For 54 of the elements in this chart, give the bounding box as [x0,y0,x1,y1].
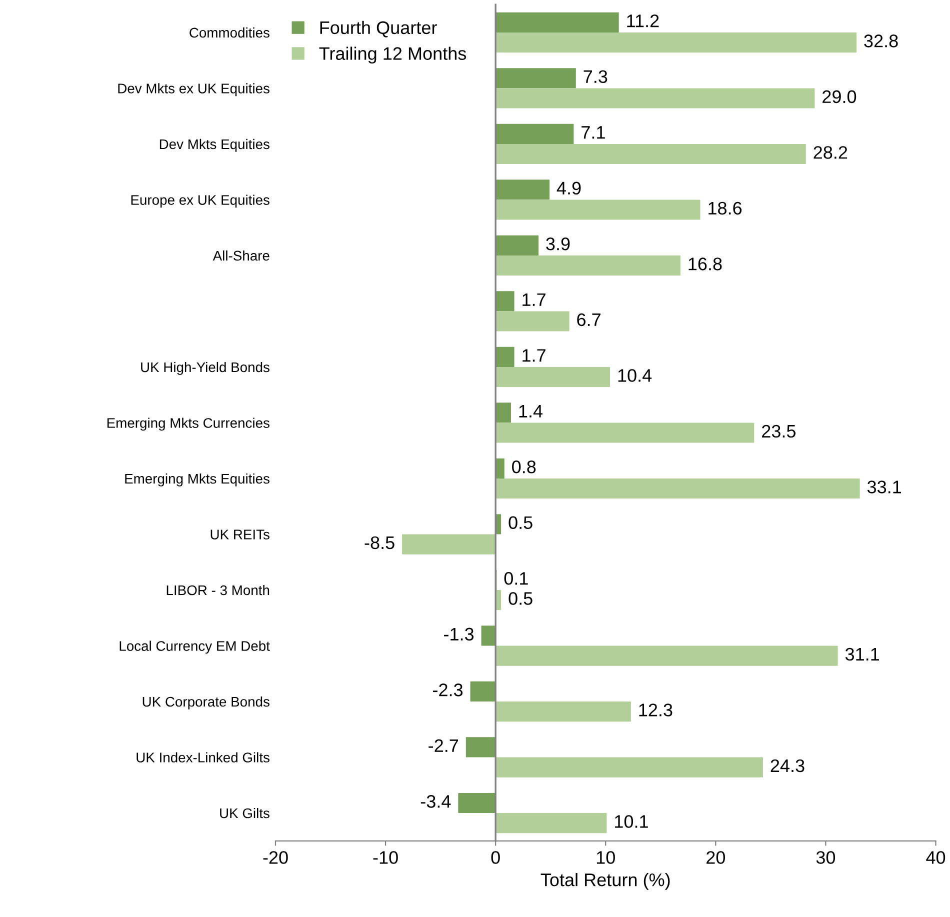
data-label: 1.7 [522,349,546,362]
y-tick-label: Dev Mkts ex UK Equities [118,83,270,96]
data-label: -1.3 [444,628,474,641]
data-label: 28.2 [814,146,848,159]
legend-label: Fourth Quarter [320,20,437,38]
y-tick-label: Dev Mkts Equities [160,138,270,152]
y-tick-label: LIBOR - 3 Month [166,584,270,596]
data-label: 6.7 [577,313,600,326]
data-label: -3.4 [420,795,451,808]
data-label: 0.5 [508,592,532,605]
y-tick-label: Europe ex UK Equities [131,194,270,208]
x-tick-label: 10 [596,851,615,864]
data-label: 7.1 [582,126,605,139]
y-tick-label: Local Currency EM Debt [120,640,270,654]
x-tick-label: 20 [706,851,726,864]
data-label: 3.9 [546,238,570,250]
data-label: 18.6 [708,202,742,215]
y-tick-label: UK High-Yield Bonds [141,362,270,375]
data-label: 16.8 [688,258,722,270]
x-tick-label: 0 [491,851,500,864]
data-label: 24.3 [770,759,804,772]
x-tick-label: 40 [926,851,946,864]
y-tick-label: UK Corporate Bonds [142,696,270,710]
y-tick-label: All-Share [212,250,270,261]
x-tick-label: -20 [263,851,288,864]
data-label: 10.4 [618,369,652,382]
data-label: 10.1 [615,815,648,828]
data-label: 0.1 [504,572,528,585]
y-tick-label: Commodities [190,27,270,38]
x-tick-label: 30 [816,851,836,864]
y-tick-label: UK REITs [210,530,270,540]
data-label: -2.3 [433,684,463,696]
legend-label: Trailing 12 Months [319,46,466,64]
y-tick-label: UK Index-Linked Gilts [136,752,270,762]
data-label: 31.1 [845,648,880,661]
data-label: 29.0 [822,90,856,104]
data-label: 11.2 [627,14,659,28]
x-tick-label: -10 [373,851,398,864]
data-label: 23.5 [762,424,796,438]
y-tick-label: Emerging Mkts Equities [125,473,270,486]
data-label: -8.5 [364,536,394,550]
data-label: 4.9 [556,182,581,195]
data-label: 0.5 [508,516,532,530]
data-label: 12.3 [639,704,672,716]
data-label: 7.3 [584,70,608,84]
x-axis-title: Total Return (%) [540,873,670,890]
y-tick-label: Emerging Mkts Currencies [107,418,270,431]
data-label: 33.1 [867,480,902,494]
data-label: 1.7 [522,293,546,306]
data-label: 1.4 [519,404,543,418]
data-label: 32.8 [864,34,898,48]
data-label: 0.8 [512,460,536,474]
data-label: -2.7 [428,739,458,752]
y-tick-label: UK Gilts [220,808,270,818]
